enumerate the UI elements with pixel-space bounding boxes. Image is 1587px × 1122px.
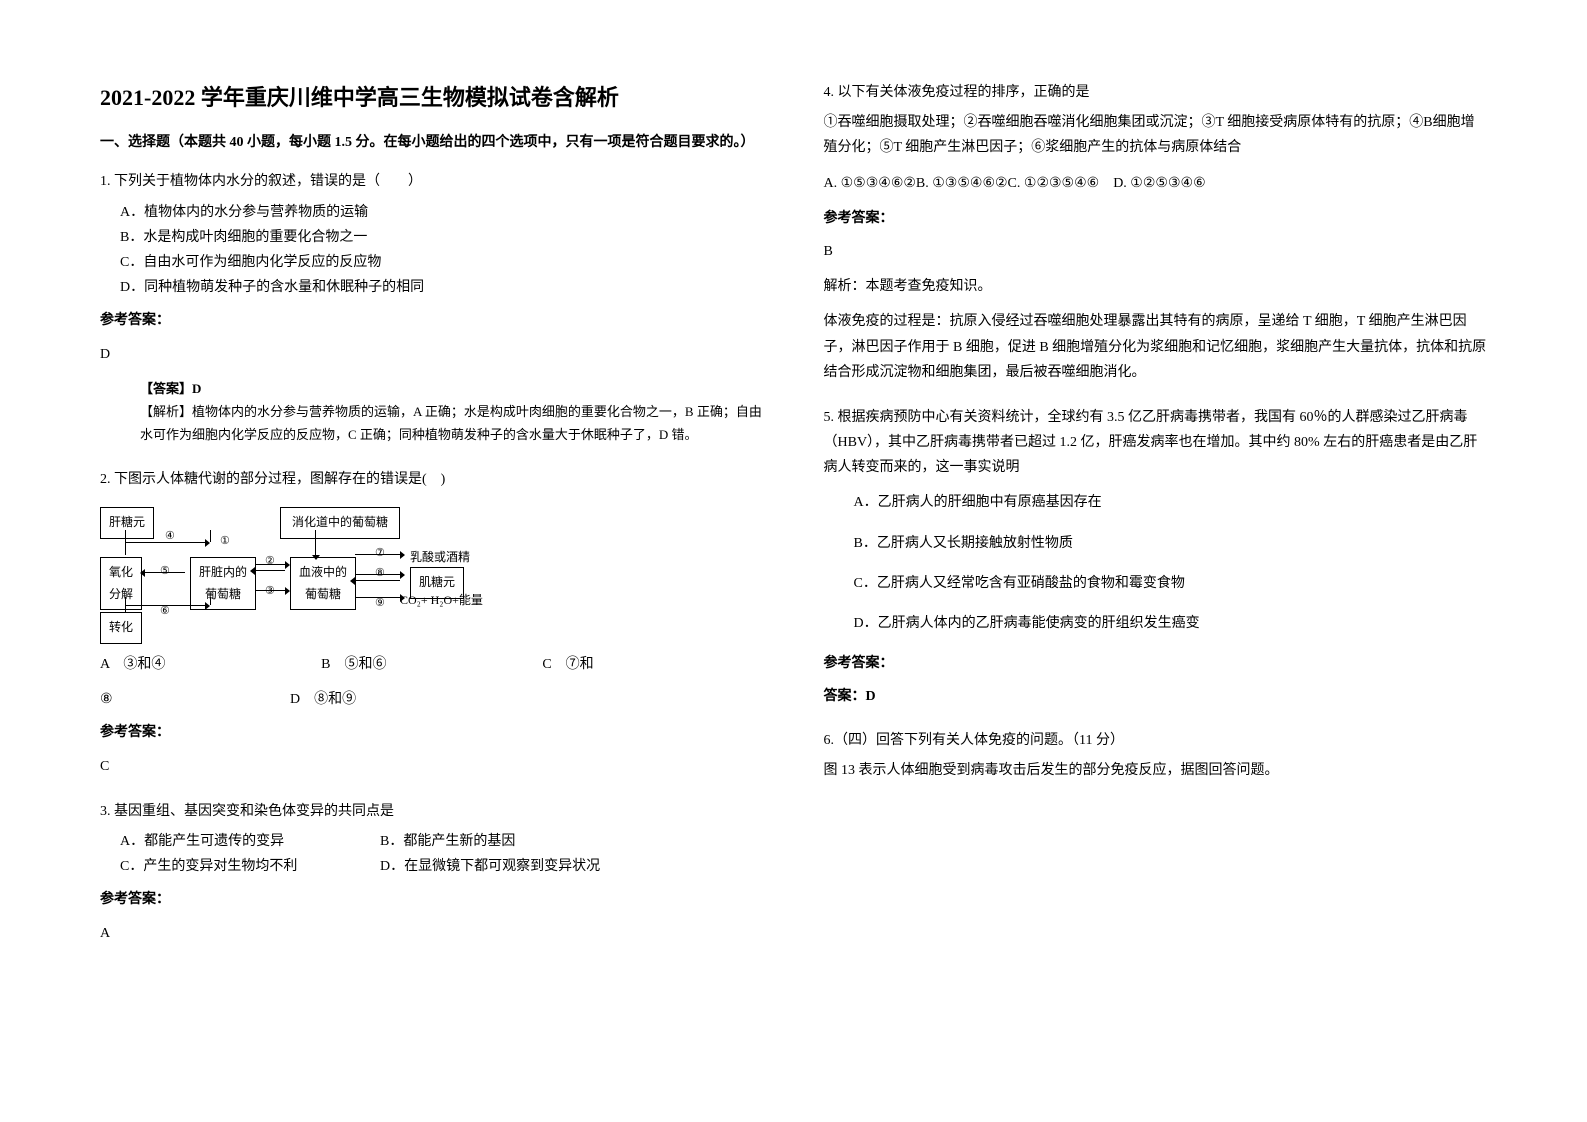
q5-answer: 答案：D [824,684,1488,709]
q3-row2: C．产生的变异对生物均不利 D．在显微镜下都可观察到变异状况 [120,854,764,879]
section-header: 一、选择题（本题共 40 小题，每小题 1.5 分。在每小题给出的四个选项中，只… [100,132,764,154]
q2-opt-b: B ⑤和⑥ [321,652,542,677]
q4-opts: A. ①⑤③④⑥②B. ①③⑤④⑥②C. ①②③⑤④⑥ D. ①②⑤③④⑥ [824,171,1488,196]
q5-opt-a: A．乙肝病人的肝细胞中有原癌基因存在 [854,490,1488,515]
q6-text: 6.（四）回答下列有关人体免疫的问题。（11 分） [824,728,1488,753]
q3-opt-c: C．产生的变异对生物均不利 [120,854,340,879]
q2-options-row2: ⑧ D ⑧和⑨ [100,687,764,712]
arrow-8 [355,574,400,575]
q2-answer: C [100,754,764,779]
arrow-3 [255,590,285,591]
arrow-6c [210,597,211,605]
circle-4: ④ [165,527,175,547]
arrow-2b [255,570,285,571]
circle-2: ② [265,552,275,572]
q5-answer-label: 参考答案： [824,651,1488,676]
q2-opt-a: A ③和④ [100,652,321,677]
q2-options-row1: A ③和④ B ⑤和⑥ C ⑦和 [100,652,764,677]
q4-answer-label: 参考答案： [824,206,1488,231]
question-2: 2. 下图示人体糖代谢的部分过程，图解存在的错误是( ) 肝糖元 消化道中的葡萄… [100,467,764,789]
q4-text: 4. 以下有关体液免疫过程的排序，正确的是 [824,80,1488,105]
diagram-box-8: CO₂+ H₂O+能量 [400,590,483,612]
q3-opt-d: D．在显微镜下都可观察到变异状况 [380,854,600,879]
q2-diagram: 肝糖元 消化道中的葡萄糖 氧化 分解 肝脏内的 葡萄糖 血液中的 葡萄糖 乳酸或… [100,502,500,642]
arrow-4b [125,542,205,543]
question-3: 3. 基因重组、基因突变和染色体变异的共同点是 A．都能产生可遗传的变异 B．都… [100,799,764,956]
q5-options: A．乙肝病人的肝细胞中有原癌基因存在 B．乙肝病人又长期接触放射性物质 C．乙肝… [824,490,1488,636]
circle-1: ① [220,532,230,552]
q5-opt-b: B．乙肝病人又长期接触放射性物质 [854,531,1488,556]
arrow-7 [355,554,400,555]
q1-options: A．植物体内的水分参与营养物质的运输 B．水是构成叶肉细胞的重要化合物之一 C．… [100,200,764,301]
page-title: 2021-2022 学年重庆川维中学高三生物模拟试卷含解析 [100,80,764,112]
q3-answer-label: 参考答案： [100,887,764,912]
q1-answer-label: 参考答案： [100,308,764,333]
arrow-8b [355,580,400,581]
q3-options: A．都能产生可遗传的变异 B．都能产生新的基因 C．产生的变异对生物均不利 D．… [100,829,764,879]
diagram-box-9: 转化 [100,612,142,644]
q2-opt-c2: ⑧ [100,687,290,712]
diagram-box-5: 血液中的 葡萄糖 [290,557,356,610]
q2-answer-label: 参考答案： [100,720,764,745]
q1-explanation: 【答案】D 【解析】植物体内的水分参与营养物质的运输，A 正确；水是构成叶肉细胞… [100,377,764,447]
q1-opt-b: B．水是构成叶肉细胞的重要化合物之一 [120,225,764,250]
q2-opt-d: D ⑧和⑨ [290,687,764,712]
q5-opt-c: C．乙肝病人又经常吃含有亚硝酸盐的食物和霉变食物 [854,571,1488,596]
arrow-2 [255,564,285,565]
arrow-4c [210,530,211,542]
diagram-box-3: 氧化 分解 [100,557,142,610]
q1-opt-c: C．自由水可作为细胞内化学反应的反应物 [120,250,764,275]
diagram-box-1: 肝糖元 [100,507,154,539]
arrow-6b [125,605,205,606]
q3-text: 3. 基因重组、基因突变和染色体变异的共同点是 [100,799,764,824]
q5-text: 5. 根据疾病预防中心有关资料统计，全球约有 3.5 亿乙肝病毒携带者，我国有 … [824,405,1488,481]
q3-answer: A [100,921,764,946]
q4-exp1: 解析：本题考查免疫知识。 [824,274,1488,299]
right-column: 4. 以下有关体液免疫过程的排序，正确的是 ①吞噬细胞摄取处理；②吞噬细胞吞噬消… [824,80,1488,1042]
q5-opt-d: D．乙肝病人体内的乙肝病毒能使病变的肝组织发生癌变 [854,611,1488,636]
q1-opt-d: D．同种植物萌发种子的含水量和休眠种子的相同 [120,275,764,300]
q3-opt-b: B．都能产生新的基因 [380,829,515,854]
q1-opt-a: A．植物体内的水分参与营养物质的运输 [120,200,764,225]
q1-answer: D [100,342,764,367]
q3-opt-a: A．都能产生可遗传的变异 [120,829,340,854]
question-1: 1. 下列关于植物体内水分的叙述，错误的是（ ） A．植物体内的水分参与营养物质… [100,169,764,456]
q3-row1: A．都能产生可遗传的变异 B．都能产生新的基因 [120,829,764,854]
arrow-1 [315,530,316,555]
q4-desc: ①吞噬细胞摄取处理；②吞噬细胞吞噬消化细胞集团或沉淀；③T 细胞接受病原体特有的… [824,110,1488,160]
diagram-box-4: 肝脏内的 葡萄糖 [190,557,256,610]
q1-exp-label: 【答案】D [140,377,764,400]
q4-exp2: 体液免疫的过程是：抗原入侵经过吞噬细胞处理暴露出其特有的病原，呈递给 T 细胞，… [824,309,1488,385]
circle-3: ③ [265,582,275,602]
diagram-box-2: 消化道中的葡萄糖 [280,507,400,539]
q1-text: 1. 下列关于植物体内水分的叙述，错误的是（ ） [100,169,764,194]
question-6: 6.（四）回答下列有关人体免疫的问题。（11 分） 图 13 表示人体细胞受到病… [824,728,1488,793]
q1-exp-text: 【解析】植物体内的水分参与营养物质的运输，A 正确；水是构成叶肉细胞的重要化合物… [140,400,764,447]
q6-desc: 图 13 表示人体细胞受到病毒攻击后发生的部分免疫反应，据图回答问题。 [824,758,1488,783]
q2-opt-c: C ⑦和 [542,652,763,677]
q4-answer: B [824,239,1488,264]
question-4: 4. 以下有关体液免疫过程的排序，正确的是 ①吞噬细胞摄取处理；②吞噬细胞吞噬消… [824,80,1488,395]
left-column: 2021-2022 学年重庆川维中学高三生物模拟试卷含解析 一、选择题（本题共 … [100,80,764,1042]
diagram-box-6: 乳酸或酒精 [410,547,470,569]
arrow-5 [145,572,185,573]
q2-text: 2. 下图示人体糖代谢的部分过程，图解存在的错误是( ) [100,467,764,492]
arrow-9 [355,597,400,598]
question-5: 5. 根据疾病预防中心有关资料统计，全球约有 3.5 亿乙肝病毒携带者，我国有 … [824,405,1488,718]
